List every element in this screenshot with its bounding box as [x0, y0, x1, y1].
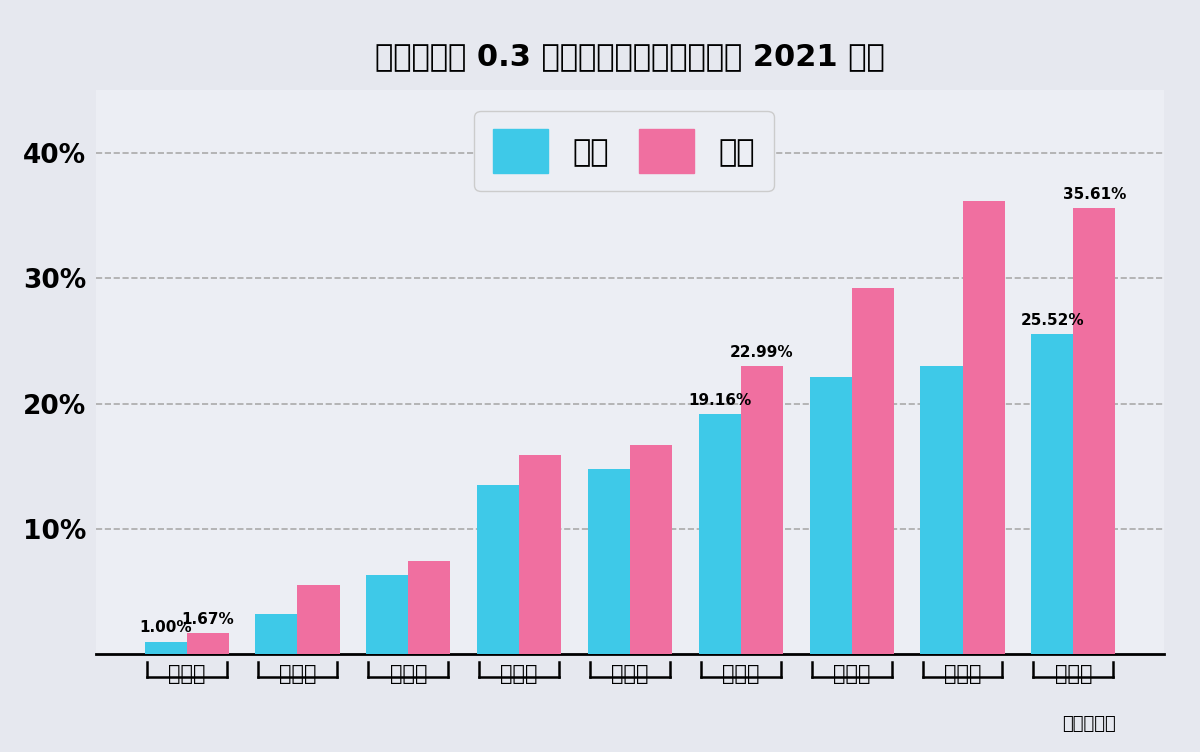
Bar	[366, 575, 408, 654]
Bar	[144, 641, 187, 654]
Text: 22.99%: 22.99%	[730, 345, 793, 360]
Bar	[1031, 335, 1073, 654]
Text: 1.00%: 1.00%	[139, 620, 192, 635]
Bar	[698, 414, 740, 654]
Bar	[520, 455, 562, 654]
Bar	[478, 485, 520, 654]
Bar	[408, 562, 450, 654]
Bar	[256, 614, 298, 654]
Text: 35.61%: 35.61%	[1063, 186, 1126, 202]
Text: 19.16%: 19.16%	[688, 393, 751, 408]
Legend: 男子, 女子: 男子, 女子	[474, 111, 774, 191]
Bar	[852, 288, 894, 654]
Bar	[588, 468, 630, 654]
Bar	[810, 378, 852, 654]
Bar	[920, 366, 962, 654]
Text: 25.52%: 25.52%	[1020, 313, 1084, 328]
Text: 1.67%: 1.67%	[181, 612, 234, 627]
Bar	[740, 366, 782, 654]
Bar	[962, 201, 1004, 654]
Bar	[1073, 208, 1116, 654]
Bar	[187, 633, 229, 654]
Title: 【裸眼視力 0.3 未満の小中学生の割合】 2021 年度: 【裸眼視力 0.3 未満の小中学生の割合】 2021 年度	[376, 42, 884, 71]
Text: 文部科学省: 文部科学省	[1062, 715, 1116, 733]
Bar	[298, 585, 340, 654]
Bar	[630, 445, 672, 654]
